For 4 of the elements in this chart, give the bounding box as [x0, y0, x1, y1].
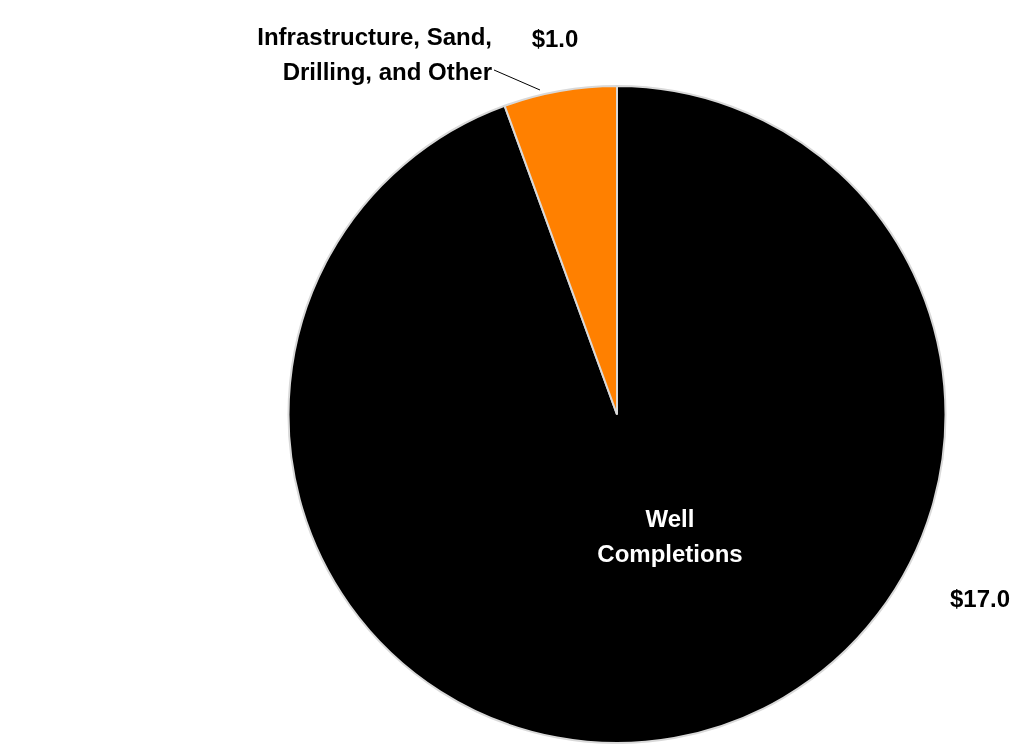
slice-label: Well Completions [597, 504, 743, 567]
data-label: $17.0 [949, 584, 1011, 612]
data-label: $1.0 [531, 24, 579, 52]
slice-label: Infrastructure, Sand, Drilling, and Other [257, 22, 492, 85]
